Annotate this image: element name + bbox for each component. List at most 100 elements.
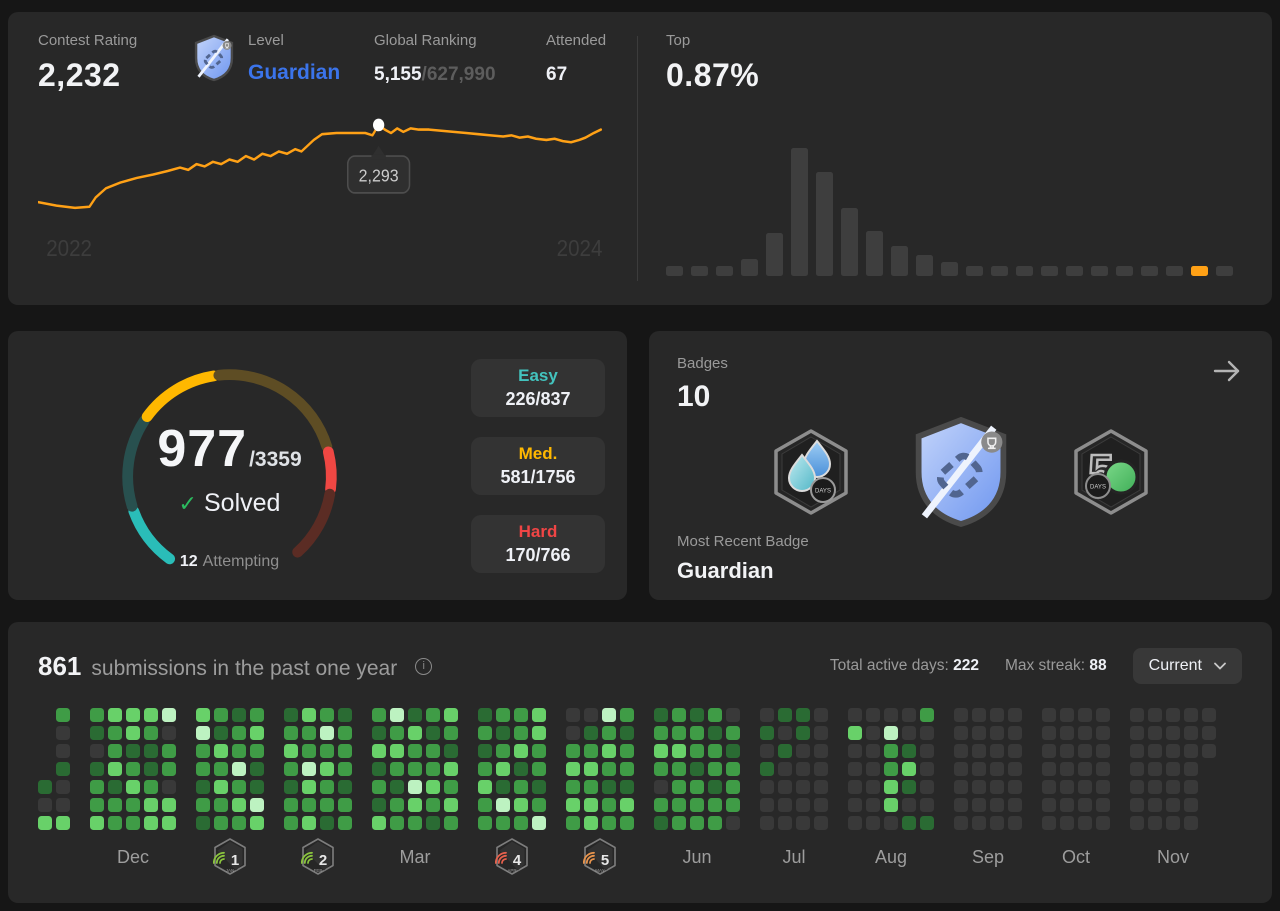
heatmap-cell bbox=[250, 780, 264, 794]
heatmap-cell bbox=[584, 816, 598, 830]
easy-value: 226/837 bbox=[505, 388, 571, 409]
heatmap-month: Jun bbox=[654, 708, 740, 876]
heatmap-cell bbox=[1078, 798, 1092, 812]
heatmap-cell bbox=[708, 726, 722, 740]
heatmap-cell bbox=[162, 726, 176, 740]
heatmap-cell bbox=[214, 816, 228, 830]
heatmap-cell bbox=[532, 726, 546, 740]
heatmap-month: 2 FEB bbox=[284, 708, 352, 876]
heatmap-month bbox=[38, 708, 70, 876]
contest-rating-chart[interactable]: 2022 2024 2,293 bbox=[36, 110, 604, 262]
heatmap-cell bbox=[196, 744, 210, 758]
heatmap-cell bbox=[866, 726, 880, 740]
heatmap-cell bbox=[884, 798, 898, 812]
100-days-badge-icon[interactable]: DAYS bbox=[771, 429, 851, 520]
heatmap-cell bbox=[584, 744, 598, 758]
heatmap-cell bbox=[214, 798, 228, 812]
histogram-bar bbox=[891, 246, 908, 276]
heatmap-cell bbox=[778, 780, 792, 794]
heatmap-cell bbox=[1060, 762, 1074, 776]
heatmap-cell bbox=[390, 798, 404, 812]
heatmap-cell bbox=[654, 816, 668, 830]
histogram-bar bbox=[966, 266, 983, 276]
heatmap-cell bbox=[866, 762, 880, 776]
svg-text:1: 1 bbox=[231, 852, 239, 869]
heatmap-cell bbox=[284, 798, 298, 812]
view-all-badges-button[interactable] bbox=[1210, 355, 1244, 390]
right-arrow-icon bbox=[1213, 360, 1240, 382]
heatmap-cell bbox=[90, 816, 104, 830]
heatmap-cell bbox=[90, 726, 104, 740]
easy-difficulty-button[interactable]: Easy 226/837 bbox=[471, 358, 605, 417]
guardian-badge-icon[interactable] bbox=[909, 416, 1013, 533]
heatmap-cell bbox=[496, 816, 510, 830]
heatmap-cell bbox=[778, 816, 792, 830]
level-value[interactable]: Guardian bbox=[248, 61, 341, 84]
heatmap-cell bbox=[1096, 798, 1110, 812]
heatmap-cell bbox=[390, 708, 404, 722]
info-icon[interactable]: i bbox=[415, 657, 433, 675]
50-days-badge-icon[interactable]: 5 DAYS bbox=[1071, 429, 1151, 520]
heatmap-cell bbox=[408, 708, 422, 722]
heatmap-cell bbox=[672, 798, 686, 812]
heatmap-cell bbox=[726, 816, 740, 830]
heatmap-cell bbox=[232, 816, 246, 830]
heatmap-cell bbox=[338, 816, 352, 830]
heatmap-cell bbox=[902, 708, 916, 722]
heatmap-cell bbox=[708, 762, 722, 776]
heatmap-cell bbox=[972, 798, 986, 812]
histogram-bar bbox=[1116, 266, 1133, 276]
heatmap-cell bbox=[620, 726, 634, 740]
total-active-days-value: 222 bbox=[953, 657, 979, 674]
heatmap-cell bbox=[760, 816, 774, 830]
histogram-bar bbox=[991, 266, 1008, 276]
heatmap-cell bbox=[848, 762, 862, 776]
heatmap-cell bbox=[1060, 726, 1074, 740]
heatmap-cell bbox=[990, 726, 1004, 740]
heatmap-cell bbox=[1008, 708, 1022, 722]
heatmap-cell bbox=[284, 708, 298, 722]
heatmap-cell bbox=[162, 708, 176, 722]
heatmap-cell bbox=[584, 798, 598, 812]
heatmap-cell bbox=[284, 762, 298, 776]
medium-difficulty-button[interactable]: Med. 581/1756 bbox=[471, 436, 605, 495]
heatmap-cell bbox=[690, 762, 704, 776]
heatmap-cell bbox=[866, 798, 880, 812]
heatmap-cell bbox=[760, 744, 774, 758]
histogram-bar bbox=[866, 231, 883, 276]
heatmap-cell bbox=[1130, 744, 1144, 758]
heatmap-cell bbox=[672, 762, 686, 776]
heatmap-cell bbox=[162, 744, 176, 758]
heatmap-cell bbox=[162, 798, 176, 812]
heatmap-cell bbox=[1130, 798, 1144, 812]
heatmap-cell bbox=[1078, 708, 1092, 722]
heatmap-cell bbox=[990, 798, 1004, 812]
heatmap-cell bbox=[250, 798, 264, 812]
heatmap-cell bbox=[38, 798, 52, 812]
heatmap-cell bbox=[1008, 744, 1022, 758]
heatmap-cell bbox=[690, 816, 704, 830]
heatmap-cell bbox=[760, 726, 774, 740]
heatmap-cell bbox=[372, 708, 386, 722]
heatmap-cell bbox=[920, 798, 934, 812]
heatmap-cell bbox=[814, 762, 828, 776]
period-dropdown[interactable]: Current bbox=[1132, 648, 1242, 684]
heatmap-cell bbox=[1166, 744, 1180, 758]
heatmap-cell bbox=[902, 762, 916, 776]
heatmap-cell bbox=[232, 708, 246, 722]
heatmap-cell bbox=[1042, 816, 1056, 830]
heatmap-cell bbox=[848, 744, 862, 758]
heatmap-cell bbox=[584, 726, 598, 740]
heatmap-cell bbox=[1042, 762, 1056, 776]
heatmap-cell bbox=[38, 816, 52, 830]
heatmap-month-label: Sep bbox=[971, 846, 1005, 867]
heatmap-cell bbox=[814, 744, 828, 758]
heatmap-cell bbox=[584, 708, 598, 722]
heatmap-cell bbox=[372, 798, 386, 812]
contest-stats-card: Contest Rating 2,232 bbox=[8, 12, 1272, 305]
solved-problems-card: 977 /3359 ✓ Solved 12 Attempting Easy 226/… bbox=[8, 331, 627, 600]
heatmap-month: Mar bbox=[372, 708, 458, 876]
heatmap-cell bbox=[444, 708, 458, 722]
heatmap-cell bbox=[126, 744, 140, 758]
hard-difficulty-button[interactable]: Hard 170/766 bbox=[471, 514, 605, 573]
